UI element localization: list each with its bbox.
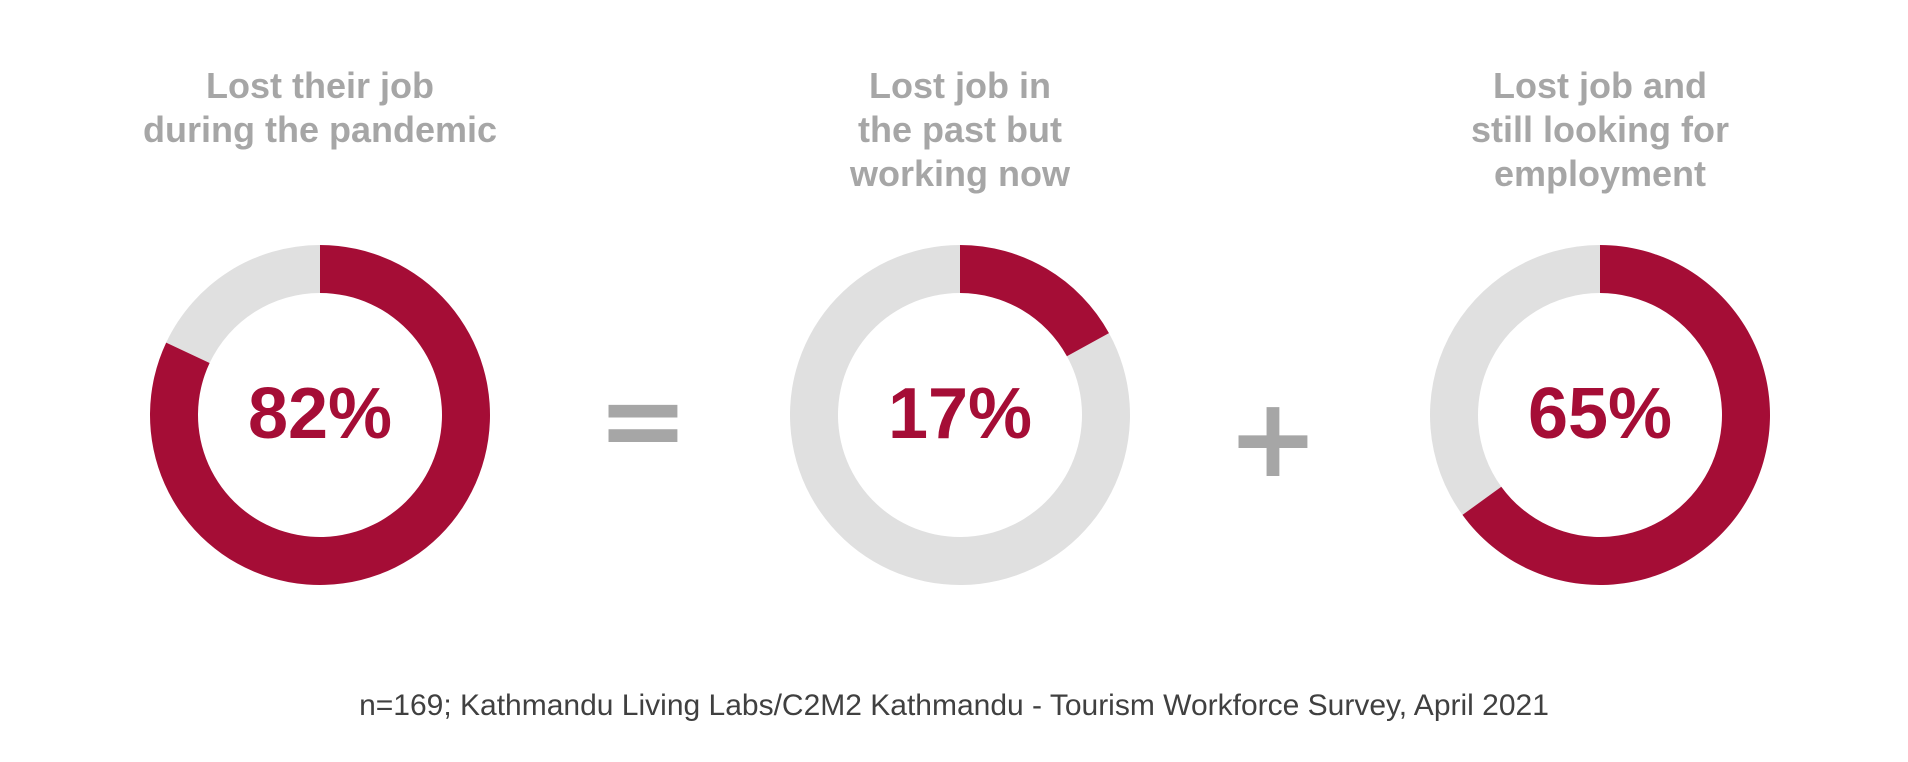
donut-title: Lost their job during the pandemic [142, 65, 498, 150]
donut-chart: 82% [150, 245, 490, 585]
equals-sign: = [596, 356, 690, 484]
donut-chart: 17% [790, 245, 1130, 585]
donut-lost-job-working-now: Lost job in the past but working now 17% [730, 0, 1190, 640]
donut-value-label: 17% [888, 374, 1032, 454]
donut-value-label: 65% [1528, 374, 1672, 454]
plus-sign: + [1226, 374, 1320, 502]
donut-lost-job-still-looking: Lost job and still looking for employmen… [1370, 0, 1830, 640]
source-note: n=169; Kathmandu Living Labs/C2M2 Kathma… [359, 689, 1549, 722]
donut-value-label: 82% [248, 374, 392, 454]
donut-lost-job-pandemic: Lost their job during the pandemic 82% [90, 0, 550, 640]
donut-remainder-slice [166, 245, 320, 364]
donut-remainder-slice [1430, 245, 1600, 515]
donut-value-slice [1462, 245, 1770, 585]
donut-chart: 65% [1430, 245, 1770, 585]
donut-title: Lost job and still looking for employmen… [1471, 65, 1729, 194]
donut-value-slice [960, 245, 1109, 357]
donut-title: Lost job in the past but working now [850, 65, 1070, 194]
